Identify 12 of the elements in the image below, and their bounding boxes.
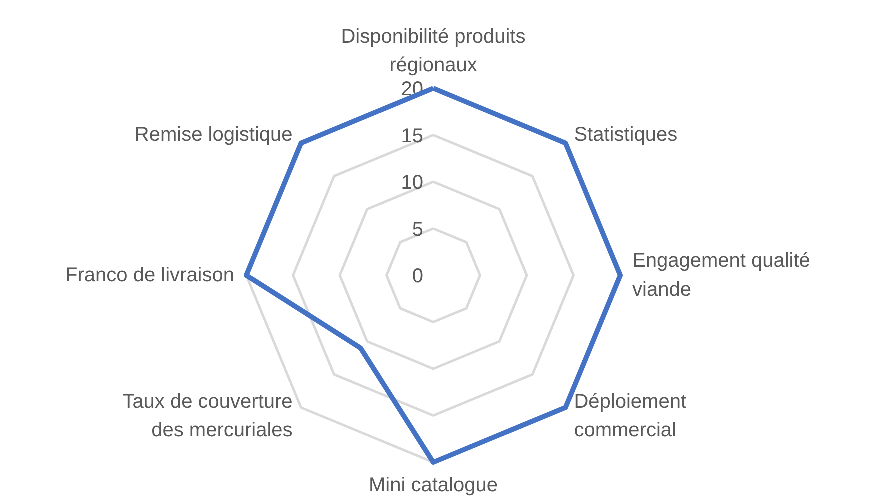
spoke-label: Disponibilité produits régionaux (341, 26, 526, 76)
y-tick-label: 10 (401, 172, 424, 194)
spoke-label: Mini catalogue (369, 474, 498, 496)
spoke-label: Statistiques (574, 124, 678, 146)
y-tick-label: 5 (412, 218, 424, 241)
spoke-label: Remise logistique (134, 124, 293, 146)
spoke-label: Franco de livraison (66, 264, 235, 286)
spoke-label: Déploiement commercial (574, 390, 687, 442)
spoke-label: Engagement qualité viande (632, 250, 810, 301)
y-tick-label: 15 (401, 125, 424, 148)
y-tick-label: 0 (412, 266, 424, 288)
spoke-label: Taux de couverture des mercuriales (122, 390, 293, 442)
